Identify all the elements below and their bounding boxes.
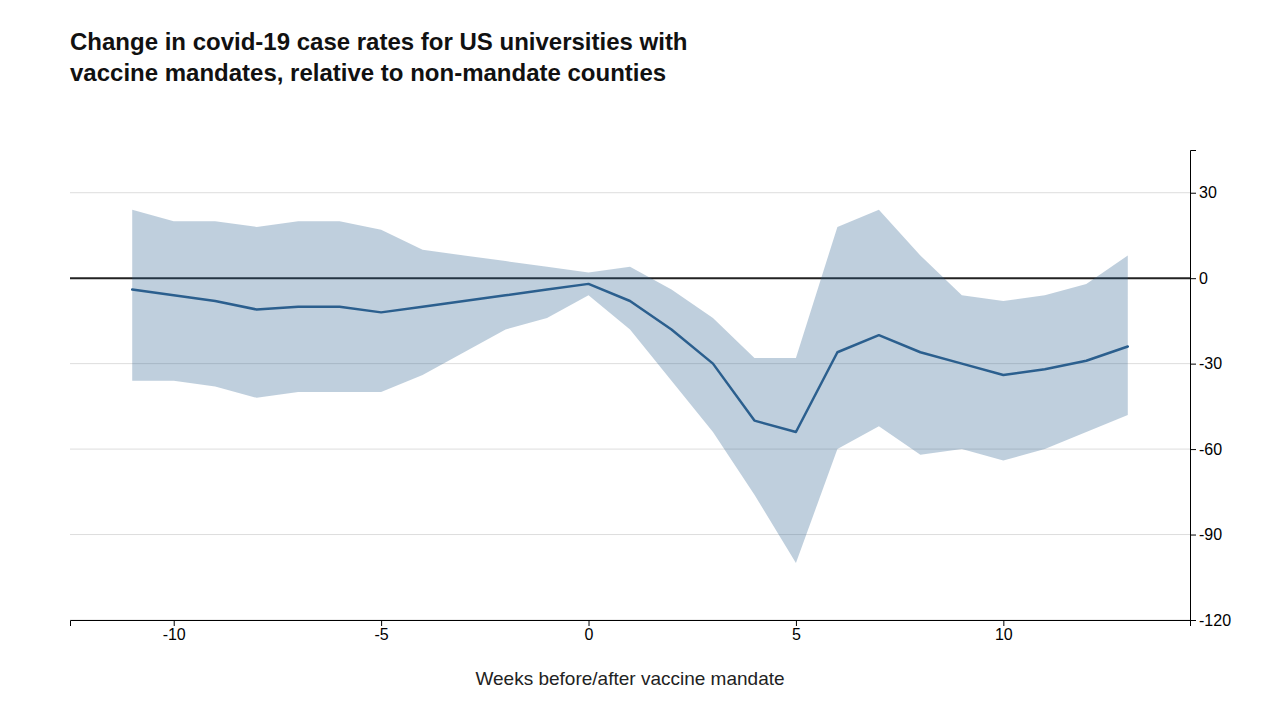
y-tick-label: -60 — [1199, 441, 1222, 458]
x-tick-mark — [174, 620, 175, 626]
grid — [70, 193, 1190, 620]
x-tick-label: 10 — [995, 626, 1013, 643]
title: Change in covid-19 case rates for US uni… — [70, 28, 688, 86]
x-tick: 10 — [995, 620, 1013, 643]
y-tick-label: 0 — [1199, 270, 1208, 287]
chart: -10 -5 0 5 10 30 0 -30 -60 -90 -120 Change in covid… — [0, 0, 1280, 720]
x-tick-label: 5 — [792, 626, 801, 643]
y-tick-mark — [1190, 449, 1196, 450]
confidence-band — [132, 210, 1128, 563]
plot: -10 -5 0 5 10 30 0 -30 -60 -90 -120 — [70, 151, 1231, 644]
y-tick-mark — [1190, 620, 1196, 621]
x-tick-mark — [589, 620, 590, 626]
x-tick: -5 — [374, 620, 388, 643]
x-tick: 5 — [792, 620, 801, 643]
y-tick-mark — [1190, 364, 1196, 365]
x-tick-label: -5 — [374, 626, 388, 643]
title-line: vaccine mandates, relative to non-mandat… — [70, 59, 666, 86]
x-tick: -10 — [163, 620, 186, 643]
grid-line — [70, 192, 1190, 193]
y-tick-mark — [1190, 278, 1196, 279]
x-tick-label: -10 — [163, 626, 186, 643]
y-tick-label: -90 — [1199, 526, 1222, 543]
y-tick-mark — [1190, 535, 1196, 536]
x-axis-label: Weeks before/after vaccine mandate — [475, 668, 784, 689]
title-line: Change in covid-19 case rates for US uni… — [70, 28, 688, 55]
y-tick: -60 — [1190, 441, 1222, 458]
x-axis-line — [71, 621, 1191, 627]
y-tick-label: 30 — [1199, 184, 1217, 201]
y-axis: 30 0 -30 -60 -90 -120 — [1190, 151, 1231, 629]
x-tick-mark — [1003, 620, 1004, 626]
y-tick: 0 — [1190, 270, 1208, 287]
y-tick: -90 — [1190, 526, 1222, 543]
y-tick-mark — [1190, 193, 1196, 194]
x-axis: -10 -5 0 5 10 — [71, 620, 1191, 643]
x-tick-label: 0 — [585, 626, 594, 643]
x-tick-mark — [381, 620, 382, 626]
grid-line — [70, 534, 1190, 535]
y-axis-line — [1191, 151, 1197, 621]
line — [132, 284, 1128, 432]
marks — [132, 210, 1128, 563]
y-tick: -120 — [1190, 612, 1231, 629]
x-tick-mark — [796, 620, 797, 626]
y-tick: 30 — [1190, 184, 1217, 201]
x-tick: 0 — [585, 620, 594, 643]
y-tick: -30 — [1190, 355, 1222, 372]
y-tick-label: -30 — [1199, 355, 1222, 372]
y-tick-label: -120 — [1199, 612, 1231, 629]
